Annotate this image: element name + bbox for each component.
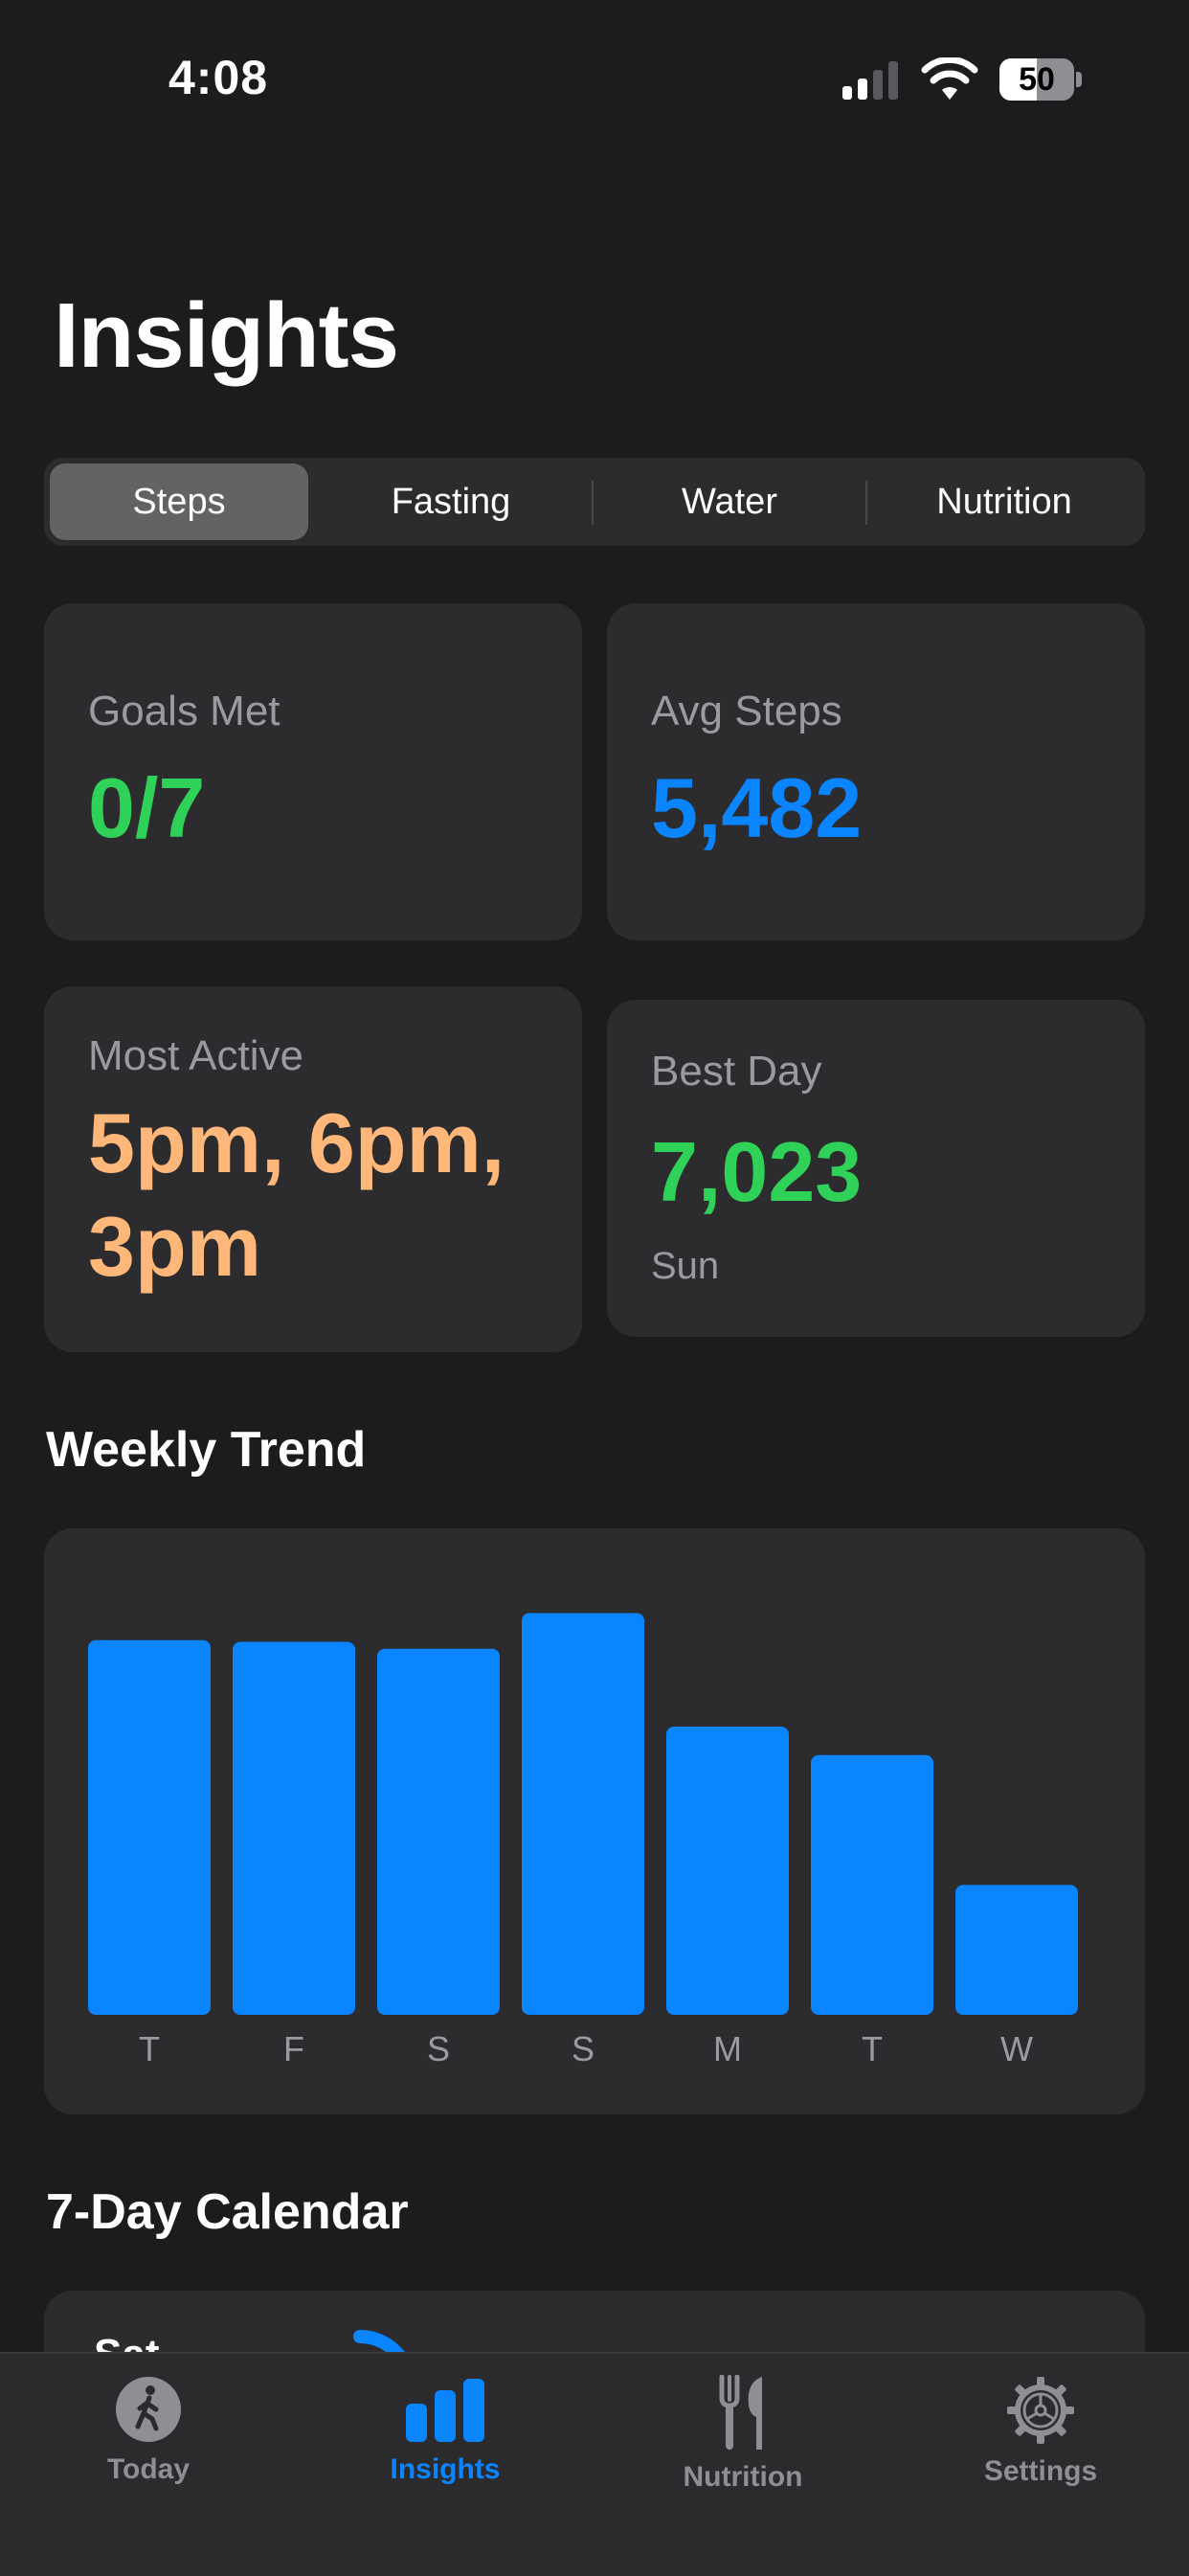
chart-tick-label-2: S bbox=[427, 2029, 450, 2068]
segment-water[interactable]: Water bbox=[682, 482, 777, 522]
best-day-card: Best Day 7,023 Sun bbox=[607, 1000, 1145, 1337]
battery-icon: 50 bbox=[999, 58, 1082, 101]
most-active-value-line2: 3pm bbox=[88, 1199, 261, 1294]
best-day-weekday: Sun bbox=[651, 1245, 720, 1287]
segment-divider bbox=[592, 481, 594, 525]
bar-chart-icon bbox=[406, 2379, 484, 2442]
chart-bar-2 bbox=[377, 1648, 500, 2015]
goals-met-card: Goals Met 0/7 bbox=[44, 603, 582, 940]
most-active-label: Most Active bbox=[88, 1032, 303, 1079]
best-day-value: 7,023 bbox=[651, 1124, 863, 1219]
battery-percent: 50 bbox=[1019, 61, 1055, 98]
tab-today[interactable]: Today bbox=[43, 2363, 254, 2486]
chart-tick-label-4: M bbox=[713, 2029, 742, 2068]
fork-knife-icon bbox=[719, 2375, 762, 2450]
goals-met-label: Goals Met bbox=[88, 688, 280, 734]
chart-bar-3 bbox=[522, 1613, 644, 2015]
chart-bar-1 bbox=[233, 1641, 355, 2015]
tab-today-label: Today bbox=[106, 2453, 191, 2485]
tab-bar: Today Insights Nutrition bbox=[0, 2352, 1189, 2576]
weekly-trend-title: Weekly Trend bbox=[46, 1422, 367, 1478]
tab-insights[interactable]: Insights bbox=[340, 2363, 550, 2486]
most-active-value-line1: 5pm, 6pm, bbox=[88, 1096, 505, 1190]
segment-fasting[interactable]: Fasting bbox=[391, 482, 511, 522]
segment-divider bbox=[865, 481, 867, 525]
chart-tick-label-5: T bbox=[862, 2029, 883, 2068]
cellular-signal-icon bbox=[842, 59, 904, 100]
chart-tick-label-3: S bbox=[572, 2029, 594, 2068]
tab-nutrition[interactable]: Nutrition bbox=[638, 2363, 848, 2494]
tab-insights-label: Insights bbox=[390, 2453, 501, 2485]
segment-steps[interactable]: Steps bbox=[50, 463, 308, 540]
wifi-icon bbox=[921, 57, 978, 100]
chart-bar-6 bbox=[955, 1885, 1078, 2015]
goals-met-value: 0/7 bbox=[88, 760, 206, 855]
tab-settings-label: Settings bbox=[983, 2455, 1098, 2487]
calendar-title: 7-Day Calendar bbox=[46, 2184, 409, 2240]
avg-steps-value: 5,482 bbox=[651, 760, 863, 855]
chart-tick-label-0: T bbox=[139, 2029, 160, 2068]
chart-bar-5 bbox=[811, 1754, 933, 2015]
walking-person-icon bbox=[116, 2377, 181, 2442]
chart-tick-label-1: F bbox=[283, 2029, 304, 2068]
segment-nutrition[interactable]: Nutrition bbox=[936, 482, 1072, 522]
tab-nutrition-label: Nutrition bbox=[683, 2461, 803, 2493]
most-active-card: Most Active 5pm, 6pm, 3pm bbox=[44, 986, 582, 1352]
best-day-label: Best Day bbox=[651, 1048, 822, 1095]
chart-tick-label-6: W bbox=[1000, 2029, 1033, 2068]
chart-bar-4 bbox=[666, 1726, 789, 2015]
segmented-control: Steps Fasting Water Nutrition bbox=[44, 458, 1145, 546]
status-time: 4:08 bbox=[168, 51, 269, 104]
gear-icon bbox=[1007, 2377, 1074, 2444]
avg-steps-card: Avg Steps 5,482 bbox=[607, 603, 1145, 940]
chart-bar-0 bbox=[88, 1639, 211, 2015]
tab-settings[interactable]: Settings bbox=[935, 2363, 1146, 2488]
avg-steps-label: Avg Steps bbox=[651, 688, 842, 734]
page-title: Insights bbox=[54, 284, 399, 387]
